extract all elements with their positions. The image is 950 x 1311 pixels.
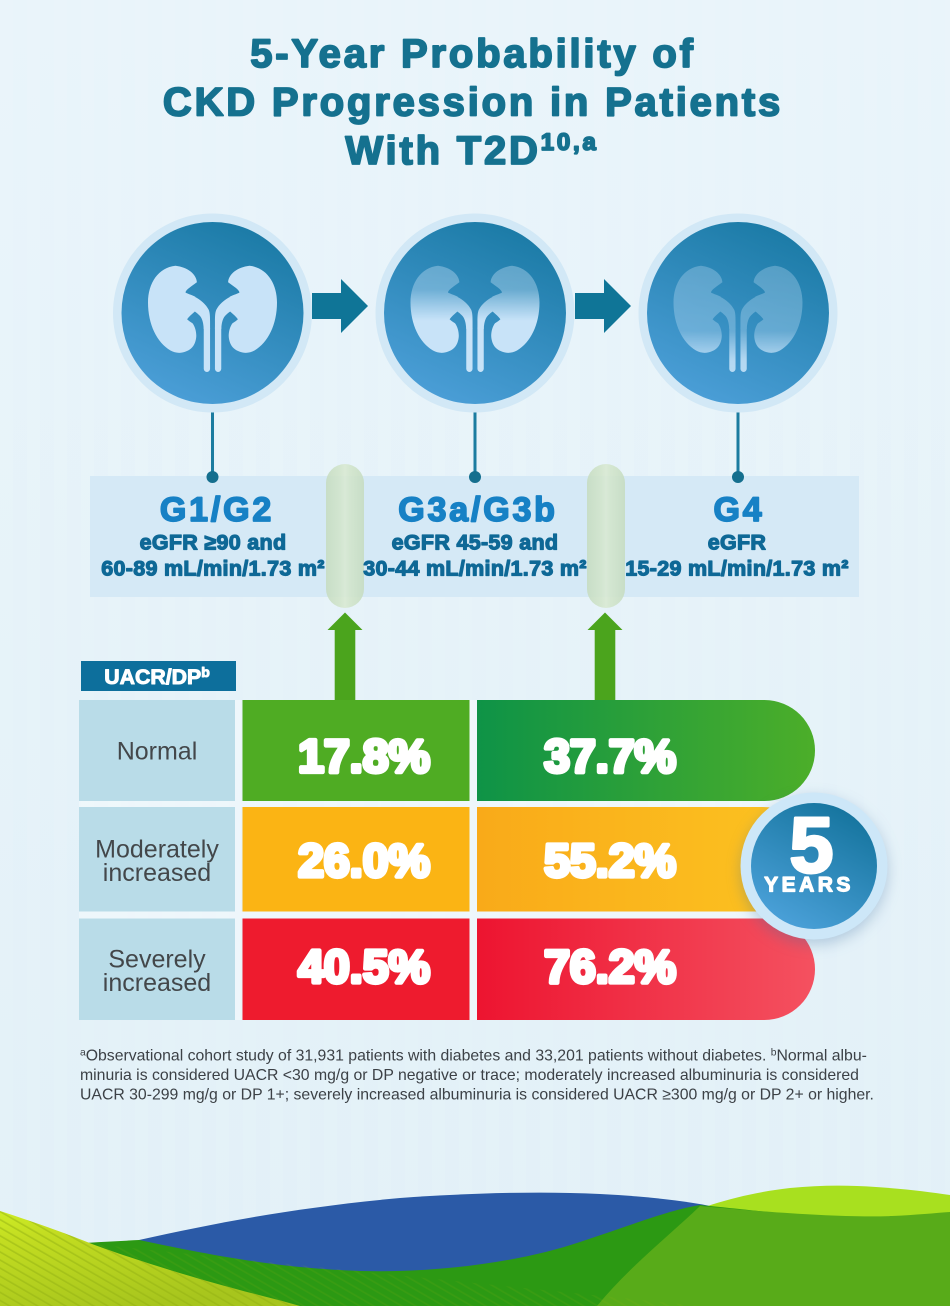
svg-text:eGFR ≥90 and: eGFR ≥90 and (140, 531, 287, 555)
svg-text:eGFR 45-59 and: eGFR 45-59 and (392, 531, 559, 555)
svg-text:40.5%: 40.5% (298, 941, 430, 993)
svg-text:YEARS: YEARS (764, 874, 854, 897)
svg-text:37.7%: 37.7% (544, 730, 676, 782)
svg-text:26.0%: 26.0% (298, 834, 430, 886)
svg-text:With T2D10,a: With T2D10,a (345, 129, 598, 173)
svg-text:G3a/G3b: G3a/G3b (398, 491, 557, 529)
svg-text:UACR 30-299 mg/g or DP 1+; sev: UACR 30-299 mg/g or DP 1+; severely incr… (80, 1087, 874, 1104)
svg-text:76.2%: 76.2% (544, 941, 676, 993)
svg-text:increased: increased (103, 859, 211, 887)
svg-text:G1/G2: G1/G2 (160, 491, 274, 529)
svg-text:UACR/DPb: UACR/DPb (104, 664, 210, 689)
svg-text:15-29 mL/min/1.73 m²: 15-29 mL/min/1.73 m² (625, 556, 848, 580)
svg-text:Moderately: Moderately (95, 836, 219, 864)
svg-text:eGFR: eGFR (708, 531, 767, 555)
svg-text:55.2%: 55.2% (544, 834, 676, 886)
svg-text:Severely: Severely (108, 946, 206, 974)
svg-text:5-Year Probability of: 5-Year Probability of (250, 32, 696, 76)
svg-text:17.8%: 17.8% (298, 730, 430, 782)
svg-text:CKD Progression in Patients: CKD Progression in Patients (163, 81, 783, 125)
svg-text:5: 5 (790, 800, 834, 889)
svg-text:G4: G4 (714, 491, 765, 529)
svg-text:Normal: Normal (117, 738, 198, 766)
svg-text:minuria is considered UACR <30: minuria is considered UACR <30 mg/g or D… (80, 1067, 859, 1084)
svg-text:increased: increased (103, 969, 211, 997)
svg-text:60-89 mL/min/1.73 m²: 60-89 mL/min/1.73 m² (101, 556, 324, 580)
svg-text:30-44 mL/min/1.73 m²: 30-44 mL/min/1.73 m² (363, 556, 586, 580)
svg-text:aObservational cohort study of: aObservational cohort study of 31,931 pa… (80, 1047, 867, 1064)
